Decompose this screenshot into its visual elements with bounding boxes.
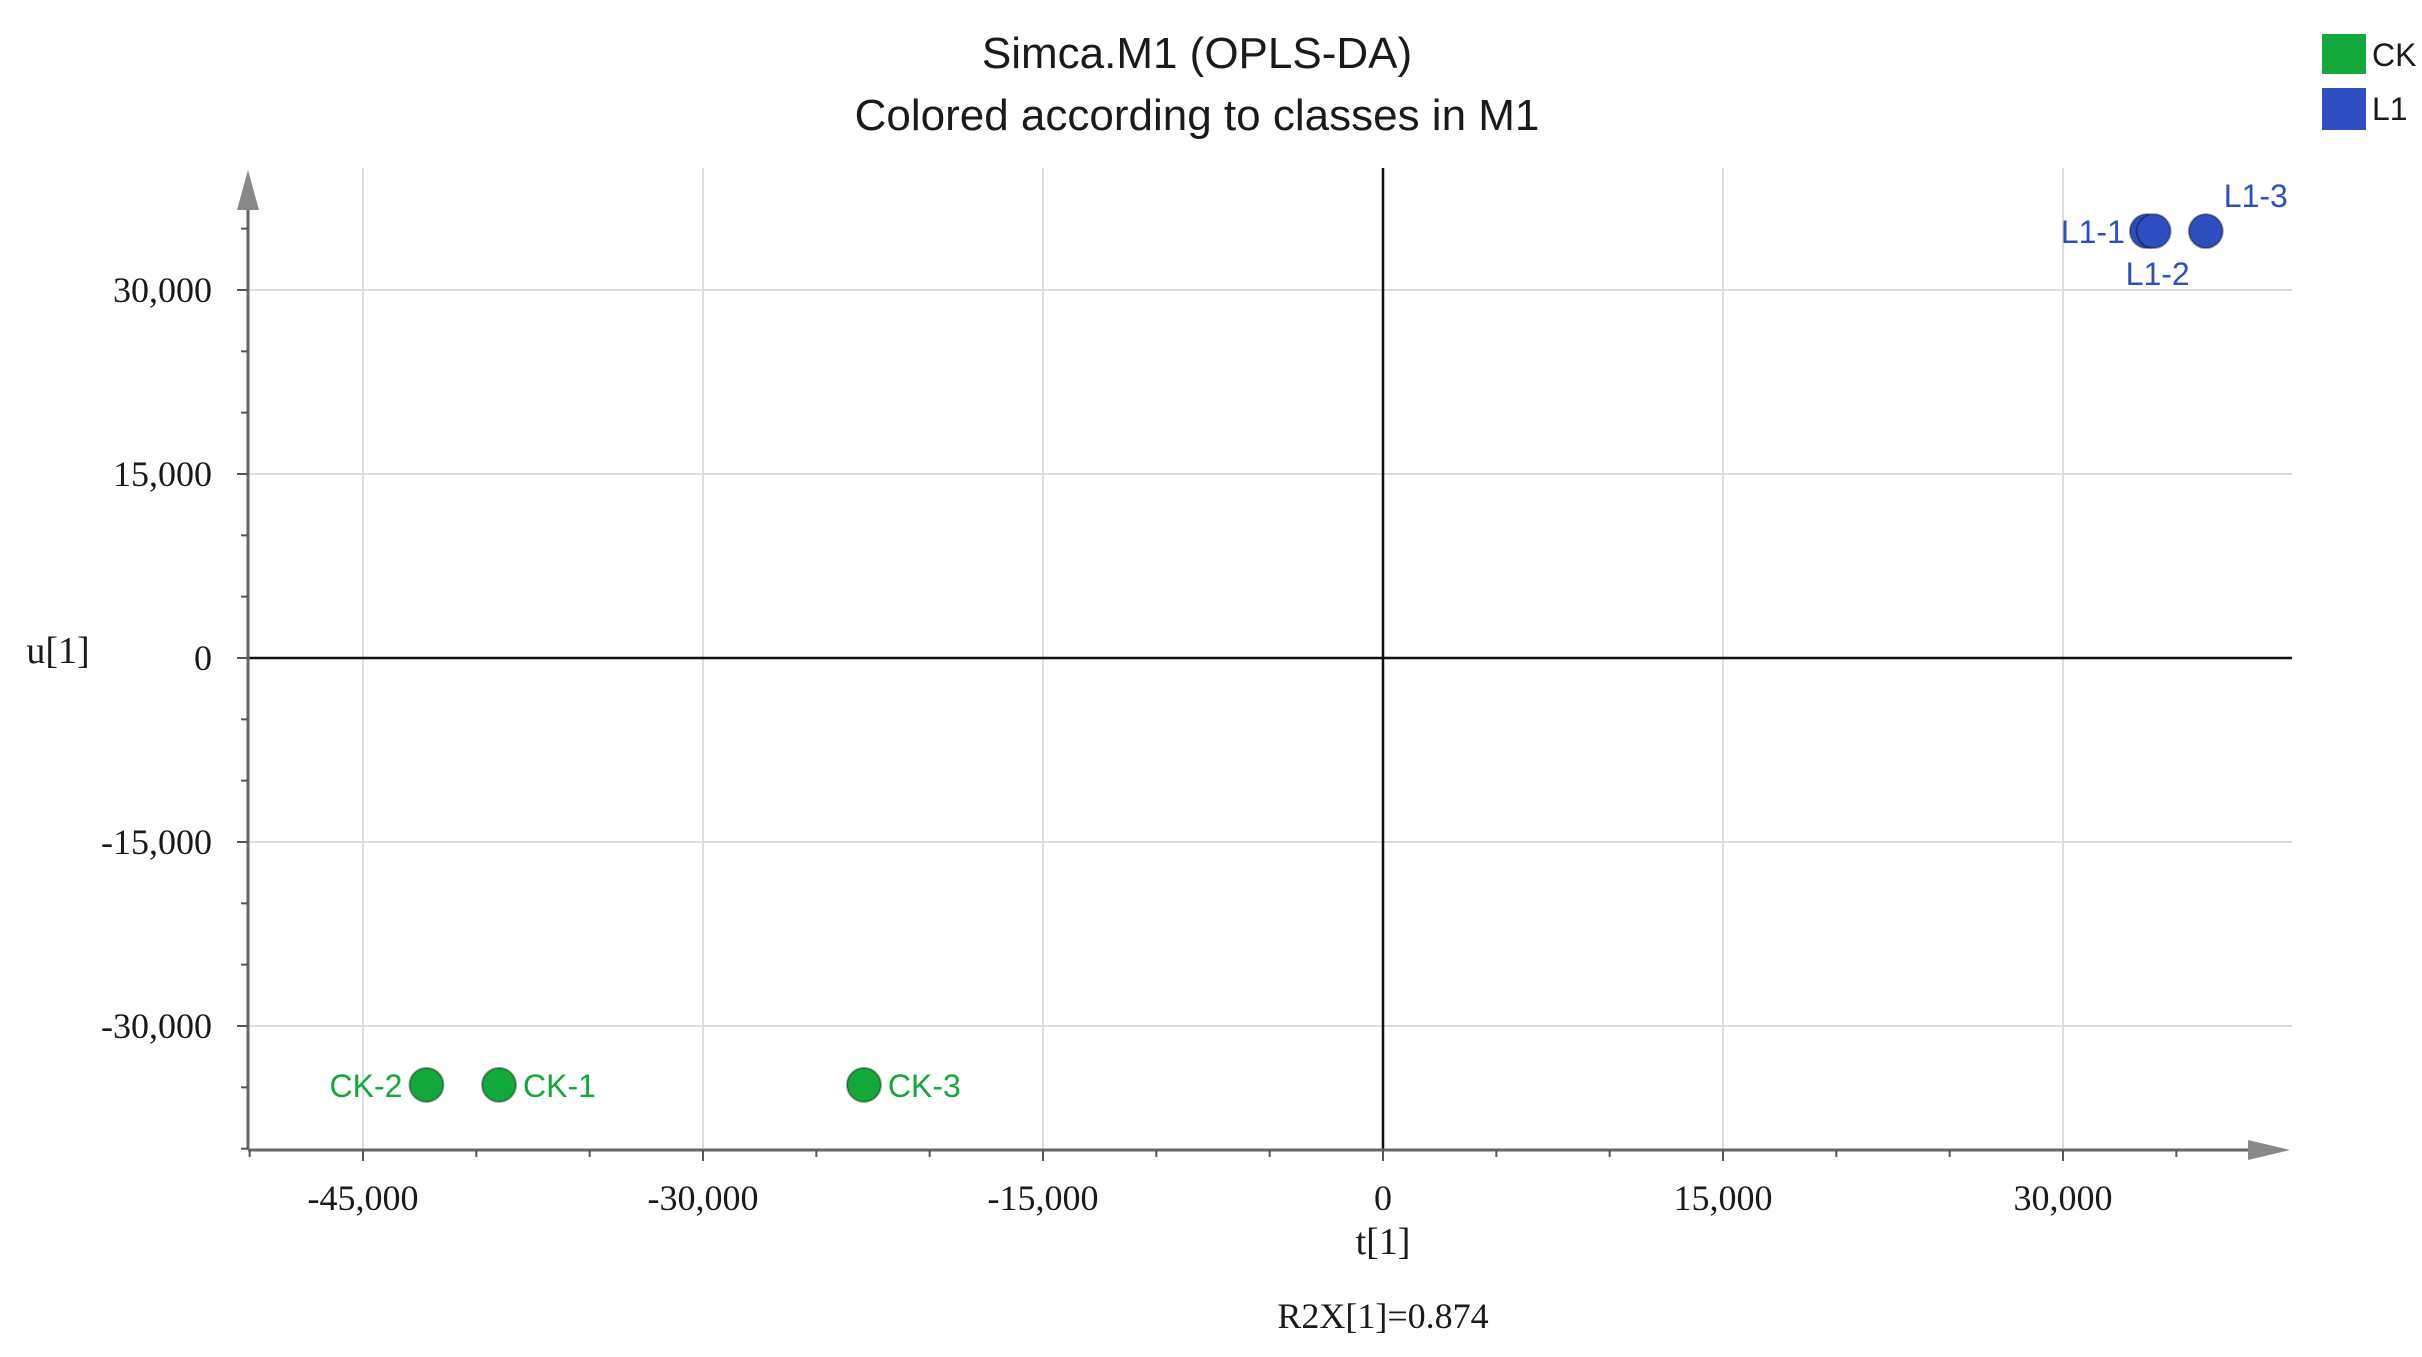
- x-axis-label: t[1]: [1356, 1221, 1411, 1263]
- x-tick-label: -45,000: [308, 1178, 419, 1218]
- legend-label-l1: L1: [2372, 91, 2408, 127]
- data-point-ck-2: [408, 1066, 445, 1103]
- chart-title: Simca.M1 (OPLS-DA): [982, 29, 1412, 78]
- x-tick-label: 15,000: [1674, 1178, 1773, 1218]
- y-tick-label: -30,000: [101, 1006, 212, 1046]
- legend: CK L1: [2322, 34, 2416, 130]
- data-label-l1-1: L1-1: [2061, 214, 2125, 250]
- legend-swatch-l1: [2322, 88, 2366, 130]
- y-tick-label: 30,000: [113, 270, 212, 310]
- data-label-ck-3: CK-3: [888, 1068, 961, 1104]
- y-tick-label: -15,000: [101, 822, 212, 862]
- legend-swatch-ck: [2322, 34, 2366, 74]
- r2x-footnote: R2X[1]=0.874: [1277, 1296, 1488, 1336]
- x-tick-label: -15,000: [988, 1178, 1099, 1218]
- data-label-l1-3: L1-3: [2224, 178, 2288, 214]
- x-tick-label: 0: [1374, 1178, 1392, 1218]
- y-tick-label: 0: [194, 638, 212, 678]
- data-point-l1-3: [2187, 213, 2224, 250]
- data-label-ck-2: CK-2: [330, 1068, 403, 1104]
- data-point-ck-1: [481, 1066, 517, 1103]
- x-tick-label: -30,000: [648, 1178, 759, 1218]
- data-point-l1-2: [2135, 213, 2172, 250]
- data-points: CK-1 CK-2 CK-3 L1-1L1-2 L1-3: [330, 178, 2288, 1104]
- data-point-ck-3: [845, 1066, 882, 1103]
- y-axis-label: u[1]: [26, 630, 89, 672]
- data-label-ck-1: CK-1: [523, 1068, 596, 1104]
- data-label-l1-2: L1-2: [2126, 256, 2190, 292]
- x-tick-label: 30,000: [2014, 1178, 2113, 1218]
- legend-label-ck: CK: [2372, 37, 2416, 73]
- x-axis-arrow-icon: [2248, 1140, 2290, 1160]
- tick-marks: -45,000 -30,000 -15,000 0 15,000 30,000 30,000…: [101, 227, 2178, 1218]
- chart-subtitle: Colored according to classes in M1: [855, 91, 1540, 140]
- y-axis-arrow-icon: [237, 170, 259, 210]
- y-tick-label: 15,000: [113, 454, 212, 494]
- axes: [237, 168, 2292, 1160]
